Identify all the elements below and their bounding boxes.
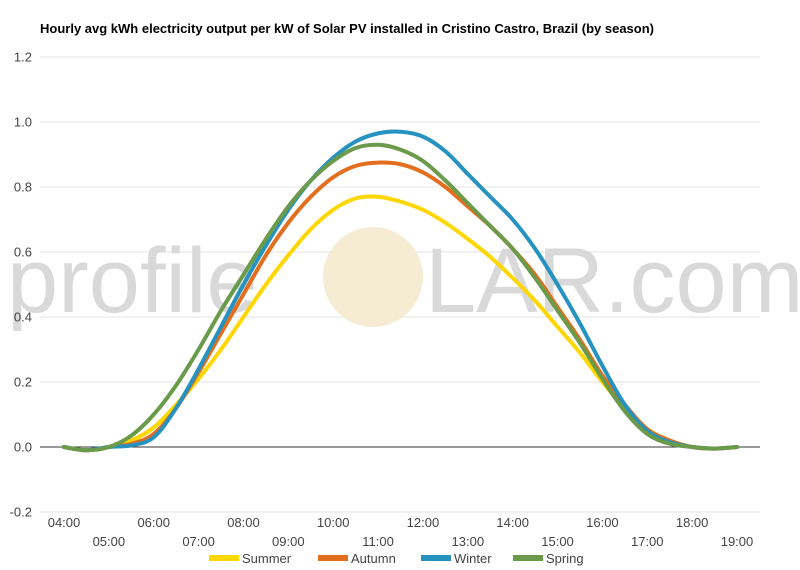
watermark-sun-icon	[323, 227, 423, 327]
y-tick-label: 1.0	[14, 115, 32, 130]
legend-label-spring: Spring	[546, 551, 584, 566]
chart-title: Hourly avg kWh electricity output per kW…	[40, 21, 654, 36]
x-tick-label: 05:00	[93, 534, 126, 549]
x-tick-label: 08:00	[227, 515, 260, 530]
y-tick-label: 0.0	[14, 440, 32, 455]
x-tick-label: 17:00	[631, 534, 664, 549]
watermark-text-left: profile	[7, 230, 258, 332]
x-tick-label: 16:00	[586, 515, 619, 530]
y-tick-label: 0.8	[14, 180, 32, 195]
series-line-winter	[62, 129, 739, 453]
legend: Summer Autumn Winter Spring	[209, 551, 584, 566]
y-tick-label: 1.2	[14, 50, 32, 65]
watermark-text-right: LAR.com	[425, 230, 800, 332]
series-line-spring	[62, 142, 739, 453]
x-tick-label: 13:00	[452, 534, 485, 549]
x-tick-label: 06:00	[137, 515, 170, 530]
legend-label-summer: Summer	[242, 551, 292, 566]
legend-label-autumn: Autumn	[351, 551, 396, 566]
legend-label-winter: Winter	[454, 551, 492, 566]
y-tick-label: -0.2	[10, 505, 32, 520]
x-tick-label: 19:00	[721, 534, 754, 549]
x-axis-ticks: 04:00 05:00 06:00 07:00 08:00 09:00 10:00 11:00…	[48, 515, 754, 549]
x-tick-label: 11:00	[362, 534, 394, 549]
legend-swatch-spring	[513, 555, 543, 561]
y-tick-label: 0.2	[14, 375, 32, 390]
series-layer	[62, 129, 739, 453]
y-tick-label: 0.4	[14, 310, 32, 325]
x-tick-label: 12:00	[407, 515, 440, 530]
x-tick-label: 09:00	[272, 534, 305, 549]
y-axis-ticks: 1.2 1.0 0.8 0.6 0.4 0.2 0.0 -0.2	[10, 50, 32, 520]
legend-swatch-summer	[209, 555, 239, 561]
legend-swatch-winter	[421, 555, 451, 561]
x-tick-label: 18:00	[676, 515, 709, 530]
x-tick-label: 07:00	[182, 534, 215, 549]
y-tick-label: 0.6	[14, 245, 32, 260]
x-tick-label: 04:00	[48, 515, 81, 530]
legend-swatch-autumn	[318, 555, 348, 561]
watermark: profile LAR.com	[7, 227, 800, 332]
x-tick-label: 10:00	[317, 515, 350, 530]
x-tick-label: 14:00	[496, 515, 529, 530]
x-tick-label: 15:00	[541, 534, 574, 549]
